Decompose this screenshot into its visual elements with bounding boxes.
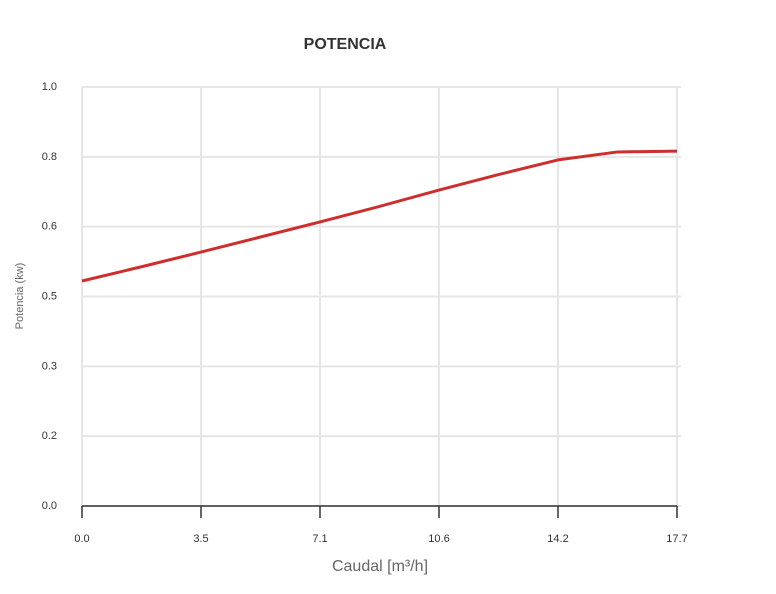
x-tick-label: 7.1 <box>312 533 327 545</box>
x-tick-label: 3.5 <box>193 533 208 545</box>
y-tick-label: 0.3 <box>42 360 57 372</box>
y-tick-label: 0.2 <box>42 430 57 442</box>
y-tick-label: 0.5 <box>42 290 57 302</box>
x-tick-label: 17.7 <box>666 533 687 545</box>
y-tick-label: 1.0 <box>42 81 57 93</box>
y-tick-label: 0.6 <box>42 221 57 233</box>
x-axis-label: Caudal [m³/h] <box>332 558 428 575</box>
x-tick-label: 0.0 <box>74 533 89 545</box>
data-line <box>81 149 678 283</box>
x-tick-label: 14.2 <box>547 533 568 545</box>
x-tick-label: 10.6 <box>428 533 449 545</box>
y-axis-label: Potencia (kw) <box>14 263 26 330</box>
y-tick-label: 0.8 <box>42 151 57 163</box>
y-tick-label: 0.0 <box>42 500 57 512</box>
chart-title: POTENCIA <box>304 36 387 53</box>
